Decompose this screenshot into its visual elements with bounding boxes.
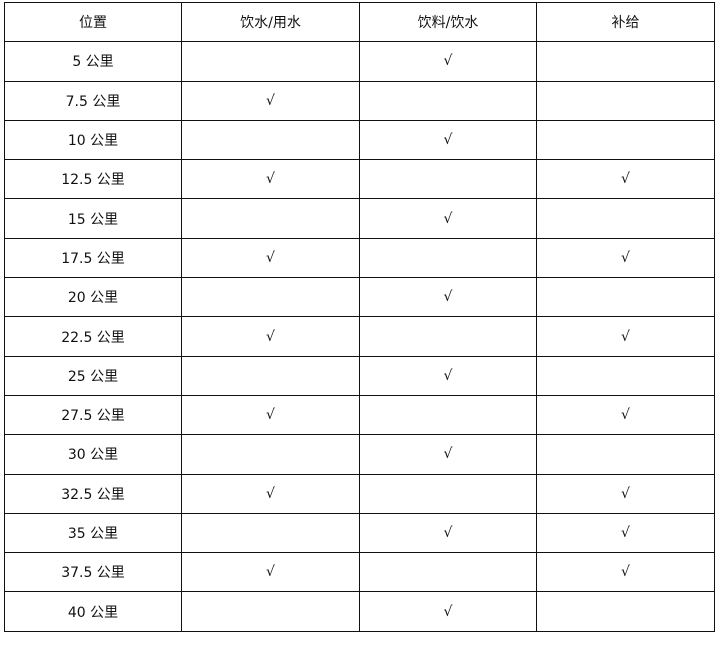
drink-cell: √ <box>359 434 537 475</box>
location-cell: 30 公里 <box>4 434 182 475</box>
drink-cell: √ <box>359 591 537 632</box>
table-row: 37.5 公里 √ √ <box>4 552 715 593</box>
table-row: 10 公里 √ <box>4 119 715 161</box>
location-cell: 25 公里 <box>4 355 182 396</box>
supply-cell: √ <box>536 159 715 200</box>
water-cell <box>181 512 360 554</box>
location-cell: 32.5 公里 <box>4 473 182 514</box>
water-cell <box>181 198 360 239</box>
water-cell <box>181 355 360 396</box>
water-cell: √ <box>181 80 360 121</box>
water-cell: √ <box>181 473 360 514</box>
drink-cell <box>359 237 537 279</box>
supply-cell: √ <box>536 237 715 279</box>
table-row: 17.5 公里 √ √ <box>4 237 715 279</box>
header-water: 饮水/用水 <box>181 1 360 43</box>
water-cell <box>181 119 360 161</box>
location-cell: 35 公里 <box>4 512 182 554</box>
water-cell: √ <box>181 159 360 200</box>
table-row: 27.5 公里 √ √ <box>4 394 715 436</box>
location-cell: 17.5 公里 <box>4 237 182 279</box>
supply-cell: √ <box>536 394 715 436</box>
header-drink: 饮料/饮水 <box>359 1 537 43</box>
aid-station-table: 位置 饮水/用水 饮料/饮水 补给 5 公里 √ 7.5 公里 √ 10 公里 √ 12.5… <box>4 1 715 632</box>
supply-cell <box>536 119 715 161</box>
table-row: 7.5 公里 √ <box>4 80 715 121</box>
water-cell <box>181 277 360 318</box>
drink-cell: √ <box>359 512 537 554</box>
supply-cell <box>536 198 715 239</box>
drink-cell <box>359 394 537 436</box>
supply-cell <box>536 434 715 475</box>
water-cell: √ <box>181 316 360 357</box>
drink-cell <box>359 316 537 357</box>
table-row: 5 公里 √ <box>4 41 715 82</box>
water-cell: √ <box>181 237 360 279</box>
table-row: 32.5 公里 √ √ <box>4 473 715 514</box>
table-row: 25 公里 √ <box>4 355 715 396</box>
drink-cell: √ <box>359 41 537 82</box>
table-row: 15 公里 √ <box>4 198 715 239</box>
table-row: 40 公里 √ <box>4 591 715 632</box>
location-cell: 27.5 公里 <box>4 394 182 436</box>
location-cell: 15 公里 <box>4 198 182 239</box>
table-row: 30 公里 √ <box>4 434 715 475</box>
supply-cell: √ <box>536 473 715 514</box>
header-location: 位置 <box>4 1 182 43</box>
water-cell: √ <box>181 394 360 436</box>
header-supply: 补给 <box>536 1 715 43</box>
supply-cell <box>536 355 715 396</box>
location-cell: 5 公里 <box>4 41 182 82</box>
drink-cell: √ <box>359 198 537 239</box>
drink-cell: √ <box>359 277 537 318</box>
table-row: 20 公里 √ <box>4 277 715 318</box>
location-cell: 7.5 公里 <box>4 80 182 121</box>
drink-cell <box>359 159 537 200</box>
drink-cell <box>359 552 537 593</box>
water-cell: √ <box>181 552 360 593</box>
header-row: 位置 饮水/用水 饮料/饮水 补给 <box>4 1 715 43</box>
water-cell <box>181 434 360 475</box>
location-cell: 22.5 公里 <box>4 316 182 357</box>
supply-cell: √ <box>536 512 715 554</box>
table-row: 22.5 公里 √ √ <box>4 316 715 357</box>
supply-cell: √ <box>536 316 715 357</box>
supply-cell <box>536 80 715 121</box>
drink-cell <box>359 80 537 121</box>
drink-cell: √ <box>359 119 537 161</box>
supply-cell <box>536 41 715 82</box>
location-cell: 40 公里 <box>4 591 182 632</box>
water-cell <box>181 591 360 632</box>
location-cell: 10 公里 <box>4 119 182 161</box>
supply-cell <box>536 591 715 632</box>
drink-cell <box>359 473 537 514</box>
location-cell: 20 公里 <box>4 277 182 318</box>
location-cell: 12.5 公里 <box>4 159 182 200</box>
supply-cell <box>536 277 715 318</box>
water-cell <box>181 41 360 82</box>
location-cell: 37.5 公里 <box>4 552 182 593</box>
table-row: 12.5 公里 √ √ <box>4 159 715 200</box>
table-row: 35 公里 √ √ <box>4 512 715 554</box>
drink-cell: √ <box>359 355 537 396</box>
supply-cell: √ <box>536 552 715 593</box>
